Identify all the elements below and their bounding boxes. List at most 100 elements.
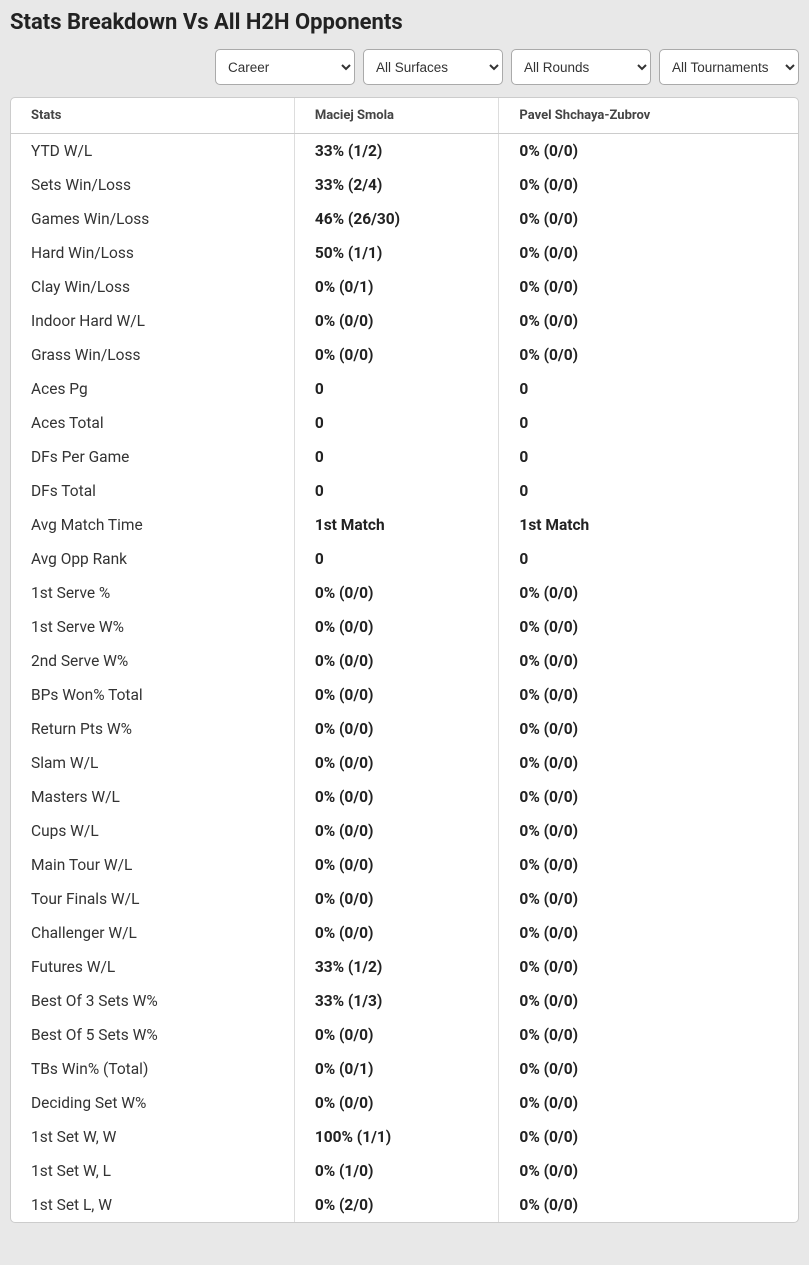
player1-value: 0% (0/0) [294, 1086, 499, 1120]
table-row: Games Win/Loss46% (26/30)0% (0/0) [11, 202, 798, 236]
player1-value: 0 [294, 406, 499, 440]
stat-label: Slam W/L [11, 746, 294, 780]
table-row: Main Tour W/L0% (0/0)0% (0/0) [11, 848, 798, 882]
stat-label: 1st Set L, W [11, 1188, 294, 1222]
stat-label: 1st Serve % [11, 576, 294, 610]
stat-label: 1st Set W, W [11, 1120, 294, 1154]
player2-value: 0% (0/0) [499, 1086, 798, 1120]
player2-value: 0% (0/0) [499, 712, 798, 746]
filters-row: Career All Surfaces All Rounds All Tourn… [10, 49, 799, 85]
stat-label: BPs Won% Total [11, 678, 294, 712]
stat-label: TBs Win% (Total) [11, 1052, 294, 1086]
round-select[interactable]: All Rounds [511, 49, 651, 85]
player2-value: 0% (0/0) [499, 202, 798, 236]
period-select[interactable]: Career [215, 49, 355, 85]
player2-value: 0% (0/0) [499, 882, 798, 916]
table-row: Grass Win/Loss0% (0/0)0% (0/0) [11, 338, 798, 372]
player1-value: 50% (1/1) [294, 236, 499, 270]
player2-value: 0% (0/0) [499, 1188, 798, 1222]
stat-label: Aces Total [11, 406, 294, 440]
stat-label: Tour Finals W/L [11, 882, 294, 916]
player2-value: 0% (0/0) [499, 270, 798, 304]
player2-value: 0% (0/0) [499, 610, 798, 644]
stat-label: Indoor Hard W/L [11, 304, 294, 338]
player1-value: 46% (26/30) [294, 202, 499, 236]
page-title: Stats Breakdown Vs All H2H Opponents [10, 10, 799, 35]
player1-value: 0% (0/0) [294, 916, 499, 950]
player1-value: 0% (0/0) [294, 610, 499, 644]
stat-label: Challenger W/L [11, 916, 294, 950]
player1-value: 0% (0/1) [294, 270, 499, 304]
player2-value: 0 [499, 542, 798, 576]
tournament-select[interactable]: All Tournaments [659, 49, 799, 85]
stat-label: Main Tour W/L [11, 848, 294, 882]
stat-label: Return Pts W% [11, 712, 294, 746]
player1-value: 0% (0/0) [294, 712, 499, 746]
player2-value: 0% (0/0) [499, 644, 798, 678]
player1-value: 0% (0/0) [294, 780, 499, 814]
table-row: Avg Match Time1st Match1st Match [11, 508, 798, 542]
table-row: Slam W/L0% (0/0)0% (0/0) [11, 746, 798, 780]
player1-value: 0% (0/0) [294, 338, 499, 372]
table-row: Clay Win/Loss0% (0/1)0% (0/0) [11, 270, 798, 304]
stat-label: Grass Win/Loss [11, 338, 294, 372]
player2-value: 0% (0/0) [499, 338, 798, 372]
player2-value: 0% (0/0) [499, 678, 798, 712]
player1-value: 100% (1/1) [294, 1120, 499, 1154]
player2-value: 0% (0/0) [499, 984, 798, 1018]
player2-value: 0% (0/0) [499, 168, 798, 202]
player2-value: 0% (0/0) [499, 1018, 798, 1052]
player1-value: 33% (1/2) [294, 950, 499, 984]
table-row: Indoor Hard W/L0% (0/0)0% (0/0) [11, 304, 798, 338]
table-header-row: Stats Maciej Smola Pavel Shchaya-Zubrov [11, 98, 798, 134]
player2-value: 0% (0/0) [499, 1120, 798, 1154]
table-row: Tour Finals W/L0% (0/0)0% (0/0) [11, 882, 798, 916]
player1-value: 1st Match [294, 508, 499, 542]
stat-label: Avg Match Time [11, 508, 294, 542]
col-player1: Maciej Smola [294, 98, 499, 134]
player2-value: 0% (0/0) [499, 236, 798, 270]
player1-value: 33% (2/4) [294, 168, 499, 202]
player2-value: 0 [499, 406, 798, 440]
table-row: TBs Win% (Total)0% (0/1)0% (0/0) [11, 1052, 798, 1086]
player2-value: 0% (0/0) [499, 304, 798, 338]
player1-value: 0 [294, 440, 499, 474]
stat-label: Masters W/L [11, 780, 294, 814]
stat-label: Aces Pg [11, 372, 294, 406]
player2-value: 0 [499, 440, 798, 474]
table-row: Deciding Set W%0% (0/0)0% (0/0) [11, 1086, 798, 1120]
player2-value: 0% (0/0) [499, 134, 798, 169]
surface-select[interactable]: All Surfaces [363, 49, 503, 85]
player1-value: 0% (0/1) [294, 1052, 499, 1086]
player1-value: 0% (0/0) [294, 576, 499, 610]
stat-label: 2nd Serve W% [11, 644, 294, 678]
stat-label: DFs Per Game [11, 440, 294, 474]
player1-value: 0% (0/0) [294, 678, 499, 712]
stat-label: Avg Opp Rank [11, 542, 294, 576]
table-row: Sets Win/Loss33% (2/4)0% (0/0) [11, 168, 798, 202]
table-row: 1st Serve W%0% (0/0)0% (0/0) [11, 610, 798, 644]
table-row: DFs Total00 [11, 474, 798, 508]
table-row: Futures W/L33% (1/2)0% (0/0) [11, 950, 798, 984]
table-row: Avg Opp Rank00 [11, 542, 798, 576]
player1-value: 0 [294, 542, 499, 576]
stat-label: Deciding Set W% [11, 1086, 294, 1120]
player1-value: 0% (0/0) [294, 746, 499, 780]
player2-value: 0 [499, 474, 798, 508]
table-row: Best Of 5 Sets W%0% (0/0)0% (0/0) [11, 1018, 798, 1052]
stat-label: Sets Win/Loss [11, 168, 294, 202]
player1-value: 0% (0/0) [294, 304, 499, 338]
player2-value: 0% (0/0) [499, 1154, 798, 1188]
stat-label: Best Of 3 Sets W% [11, 984, 294, 1018]
stat-label: Hard Win/Loss [11, 236, 294, 270]
player1-value: 0% (0/0) [294, 882, 499, 916]
player1-value: 0% (0/0) [294, 848, 499, 882]
player1-value: 0 [294, 474, 499, 508]
stat-label: 1st Serve W% [11, 610, 294, 644]
player1-value: 0% (0/0) [294, 814, 499, 848]
table-row: Hard Win/Loss50% (1/1)0% (0/0) [11, 236, 798, 270]
player2-value: 0 [499, 372, 798, 406]
player2-value: 0% (0/0) [499, 1052, 798, 1086]
player1-value: 0% (1/0) [294, 1154, 499, 1188]
stat-label: YTD W/L [11, 134, 294, 169]
